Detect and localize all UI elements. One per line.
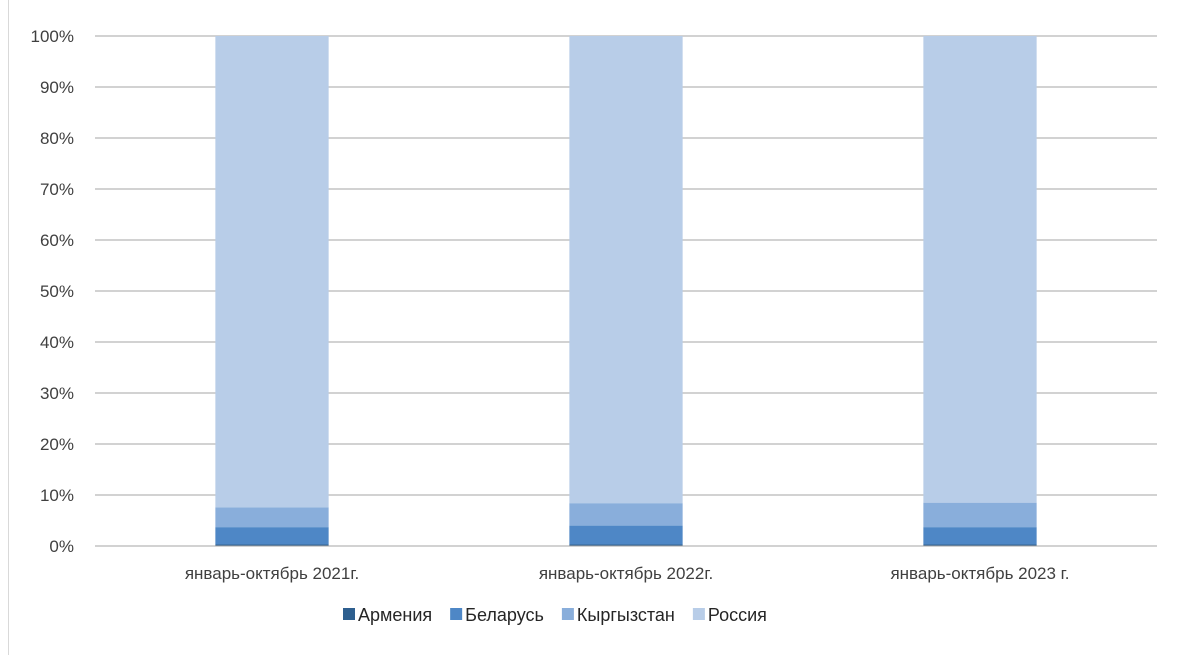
x-category-label: январь-октябрь 2021г.	[185, 564, 359, 583]
legend-swatch	[561, 608, 574, 620]
bar-segment	[923, 36, 1037, 503]
bar-segment	[215, 544, 329, 546]
bar-segment	[215, 507, 329, 528]
legend-label: Россия	[708, 605, 767, 625]
y-tick-label: 60%	[40, 231, 74, 250]
y-tick-label: 50%	[40, 282, 74, 301]
legend-label: Армения	[358, 605, 432, 625]
bars	[215, 36, 1037, 546]
y-tick-label: 70%	[40, 180, 74, 199]
legend-label: Кыргызстан	[577, 605, 675, 625]
legend-swatch	[450, 608, 463, 620]
y-tick-label: 30%	[40, 384, 74, 403]
bar-segment	[923, 502, 1037, 528]
bar-segment	[569, 503, 683, 526]
bar-segment	[923, 527, 1037, 545]
y-tick-label: 90%	[40, 78, 74, 97]
bar-segment	[923, 544, 1037, 546]
x-category-label: январь-октябрь 2023 г.	[890, 564, 1069, 583]
legend: Армения Беларусь Кыргызстан Россия	[343, 605, 767, 625]
bar-segment	[569, 525, 683, 545]
bar-segment	[569, 36, 683, 504]
x-category-label: январь-октябрь 2022г.	[539, 564, 713, 583]
y-tick-label: 0%	[49, 537, 74, 556]
legend-swatch	[343, 608, 355, 620]
y-tick-label: 100%	[31, 27, 74, 46]
y-axis-tick-labels: 0% 10% 20% 30% 40% 50% 60% 70% 80% 90% 100%	[31, 27, 74, 556]
bar-segment	[569, 544, 683, 546]
legend-label: Беларусь	[465, 605, 544, 625]
y-tick-label: 80%	[40, 129, 74, 148]
y-tick-label: 10%	[40, 486, 74, 505]
legend-swatch	[692, 608, 705, 620]
y-tick-label: 20%	[40, 435, 74, 454]
y-tick-label: 40%	[40, 333, 74, 352]
bar-segment	[215, 36, 329, 508]
x-axis: январь-октябрь 2021г. январь-октябрь 2022…	[95, 545, 1157, 583]
bar-segment	[215, 527, 329, 545]
